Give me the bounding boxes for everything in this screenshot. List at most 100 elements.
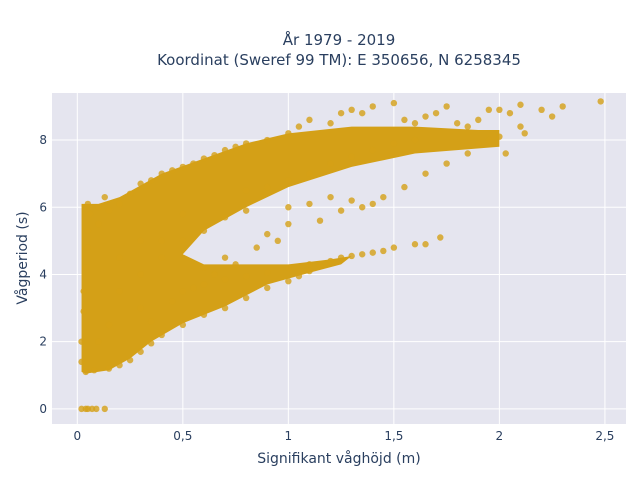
scatter-point <box>380 193 387 201</box>
y-axis-ticks: 0 2 4 6 8 <box>39 133 47 416</box>
scatter-point <box>559 103 566 110</box>
scatter-point <box>147 340 155 347</box>
scatter-point <box>401 183 408 191</box>
scatter-point <box>390 244 398 251</box>
scatter-point <box>179 321 187 329</box>
scatter-point <box>137 180 144 187</box>
scatter-point <box>95 220 102 228</box>
scatter-point <box>84 200 92 208</box>
x-axis-ticks: 0 0,5 1 1,5 2 2,5 <box>74 429 615 443</box>
scatter-point <box>285 264 292 271</box>
scatter-point <box>242 294 250 302</box>
x-tick-label: 2,5 <box>595 429 614 443</box>
scatter-point <box>242 207 250 214</box>
scatter-point <box>116 288 123 295</box>
scatter-point <box>101 193 108 201</box>
scatter-point <box>264 183 271 191</box>
x-tick-label: 1 <box>285 429 293 443</box>
scatter-point <box>390 99 398 107</box>
scatter-point <box>411 241 419 248</box>
scatter-point <box>86 210 94 218</box>
scatter-point <box>264 269 271 276</box>
scatter-point <box>221 276 229 283</box>
scatter-point <box>105 207 113 214</box>
y-tick-label: 2 <box>39 335 47 349</box>
chart-title-line-1: År 1979 - 2019 <box>283 30 396 49</box>
scatter-point <box>116 200 123 208</box>
scatter-point <box>242 272 250 280</box>
scatter-point <box>348 197 355 204</box>
scatter-point <box>242 187 250 194</box>
scatter-point <box>232 261 239 268</box>
scatter-point <box>95 338 102 345</box>
scatter-point <box>306 116 313 124</box>
scatter-point <box>348 153 355 161</box>
scatter-point <box>158 331 165 339</box>
scatter-point <box>401 116 408 124</box>
scatter-point <box>158 170 165 177</box>
scatter-point <box>327 160 334 167</box>
scatter-point <box>443 160 450 167</box>
scatter-point <box>211 151 218 159</box>
scatter-point <box>359 204 366 211</box>
scatter-point <box>359 251 366 258</box>
scatter-point <box>242 140 250 147</box>
scatter-point <box>200 311 208 318</box>
scatter-point <box>337 207 345 214</box>
scatter-point <box>221 254 229 261</box>
scatter-point <box>82 264 89 271</box>
scatter-point <box>295 123 303 130</box>
scatter-point <box>548 113 556 120</box>
scatter-point <box>78 358 85 366</box>
scatter-point <box>126 356 134 364</box>
scatter-point <box>369 146 376 154</box>
scatter-point <box>285 177 292 184</box>
scatter-point <box>190 160 197 167</box>
scatter-point <box>116 361 123 369</box>
scatter-point <box>200 264 208 271</box>
y-tick-label: 0 <box>39 402 47 416</box>
scatter-point <box>190 284 197 292</box>
scatter-point <box>506 109 514 117</box>
scatter-point <box>327 193 334 201</box>
scatter-point <box>137 304 144 312</box>
scatter-point <box>348 106 355 114</box>
scatter-point <box>82 368 89 376</box>
scatter-point <box>306 267 313 275</box>
scatter-point <box>496 133 503 140</box>
scatter-point <box>485 136 493 144</box>
scatter-point <box>105 321 113 329</box>
scatter-point <box>93 405 100 413</box>
scatter-point <box>137 237 144 245</box>
scatter-point <box>105 365 113 372</box>
scatter-point <box>348 252 355 260</box>
scatter-point <box>597 98 604 105</box>
scatter-point <box>496 106 503 114</box>
scatter-point <box>337 254 345 261</box>
scatter-point <box>306 200 313 208</box>
scatter-point <box>369 249 376 256</box>
scatter-point <box>179 237 187 245</box>
scatter-point <box>232 143 239 150</box>
scatter-point <box>221 214 229 221</box>
scatter-point <box>285 220 292 228</box>
scatter-point <box>422 241 429 248</box>
scatter-points <box>78 98 604 413</box>
chart-title-line-2: Koordinat (Sweref 99 TM): E 350656, N 62… <box>157 51 521 69</box>
scatter-point <box>158 237 165 245</box>
scatter-point <box>285 277 292 285</box>
scatter-point <box>200 227 208 234</box>
scatter-point <box>285 130 292 137</box>
scatter-point <box>147 318 155 325</box>
scatter-point <box>432 109 440 117</box>
scatter-point <box>437 234 444 241</box>
scatter-point <box>80 288 87 295</box>
scatter-point <box>306 261 313 268</box>
scatter-point <box>179 288 187 295</box>
scatter-point <box>84 244 92 251</box>
scatter-point <box>411 120 419 127</box>
scatter-point <box>80 308 87 315</box>
scatter-point <box>137 348 144 355</box>
scatter-point <box>316 217 324 224</box>
scatter-point <box>158 254 165 261</box>
